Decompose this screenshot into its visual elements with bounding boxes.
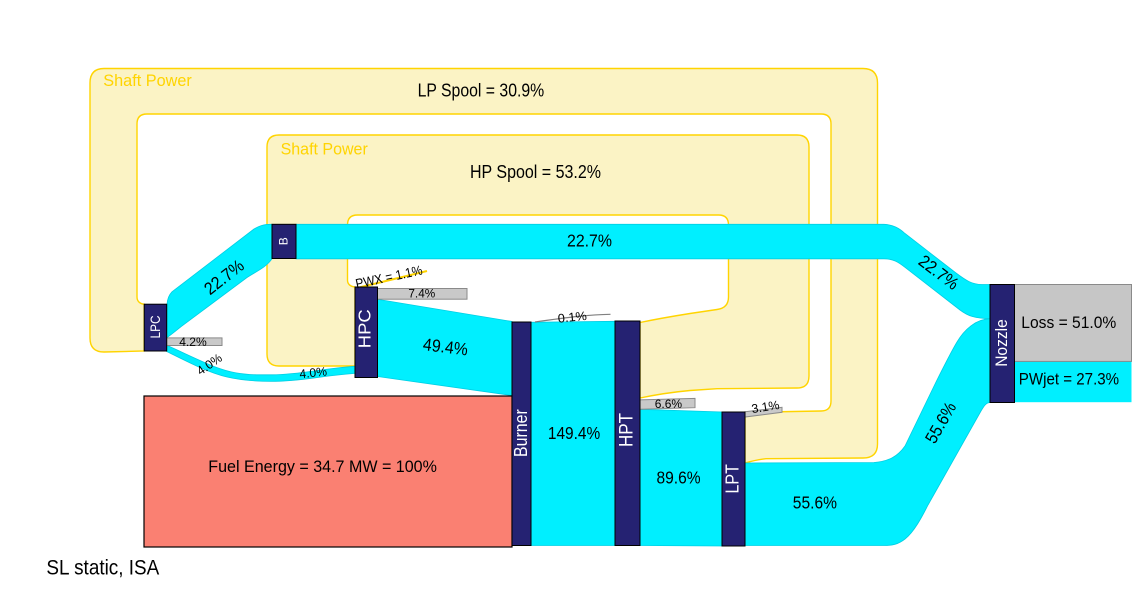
- svg-text:149.4%: 149.4%: [548, 423, 600, 443]
- svg-text:LP Spool = 30.9%: LP Spool = 30.9%: [418, 81, 545, 101]
- svg-text:SL static, ISA: SL static, ISA: [46, 555, 159, 579]
- svg-text:0.1%: 0.1%: [557, 309, 587, 326]
- svg-text:Fuel Energy = 34.7 MW = 100%: Fuel Energy = 34.7 MW = 100%: [208, 457, 437, 476]
- svg-text:PWjet = 27.3%: PWjet = 27.3%: [1019, 369, 1119, 388]
- svg-text:22.7%: 22.7%: [567, 231, 612, 251]
- svg-text:4.2%: 4.2%: [179, 335, 207, 349]
- svg-text:89.6%: 89.6%: [657, 467, 701, 487]
- svg-text:HP Spool = 53.2%: HP Spool = 53.2%: [470, 162, 601, 182]
- svg-text:3.1%: 3.1%: [751, 398, 781, 416]
- svg-text:Shaft Power: Shaft Power: [103, 71, 192, 90]
- svg-text:6.6%: 6.6%: [655, 397, 682, 411]
- svg-text:B: B: [277, 237, 291, 245]
- svg-text:LPT: LPT: [723, 464, 743, 493]
- svg-text:Burner: Burner: [511, 409, 531, 457]
- svg-text:HPC: HPC: [355, 309, 375, 348]
- svg-text:7.4%: 7.4%: [408, 287, 435, 301]
- svg-text:Loss = 51.0%: Loss = 51.0%: [1021, 313, 1116, 332]
- svg-text:HPT: HPT: [616, 413, 638, 447]
- svg-text:4.0%: 4.0%: [299, 365, 328, 382]
- svg-text:Shaft Power: Shaft Power: [281, 140, 369, 159]
- svg-text:55.6%: 55.6%: [793, 493, 837, 513]
- svg-text:Nozzle: Nozzle: [992, 319, 1011, 367]
- svg-text:LPC: LPC: [147, 316, 163, 339]
